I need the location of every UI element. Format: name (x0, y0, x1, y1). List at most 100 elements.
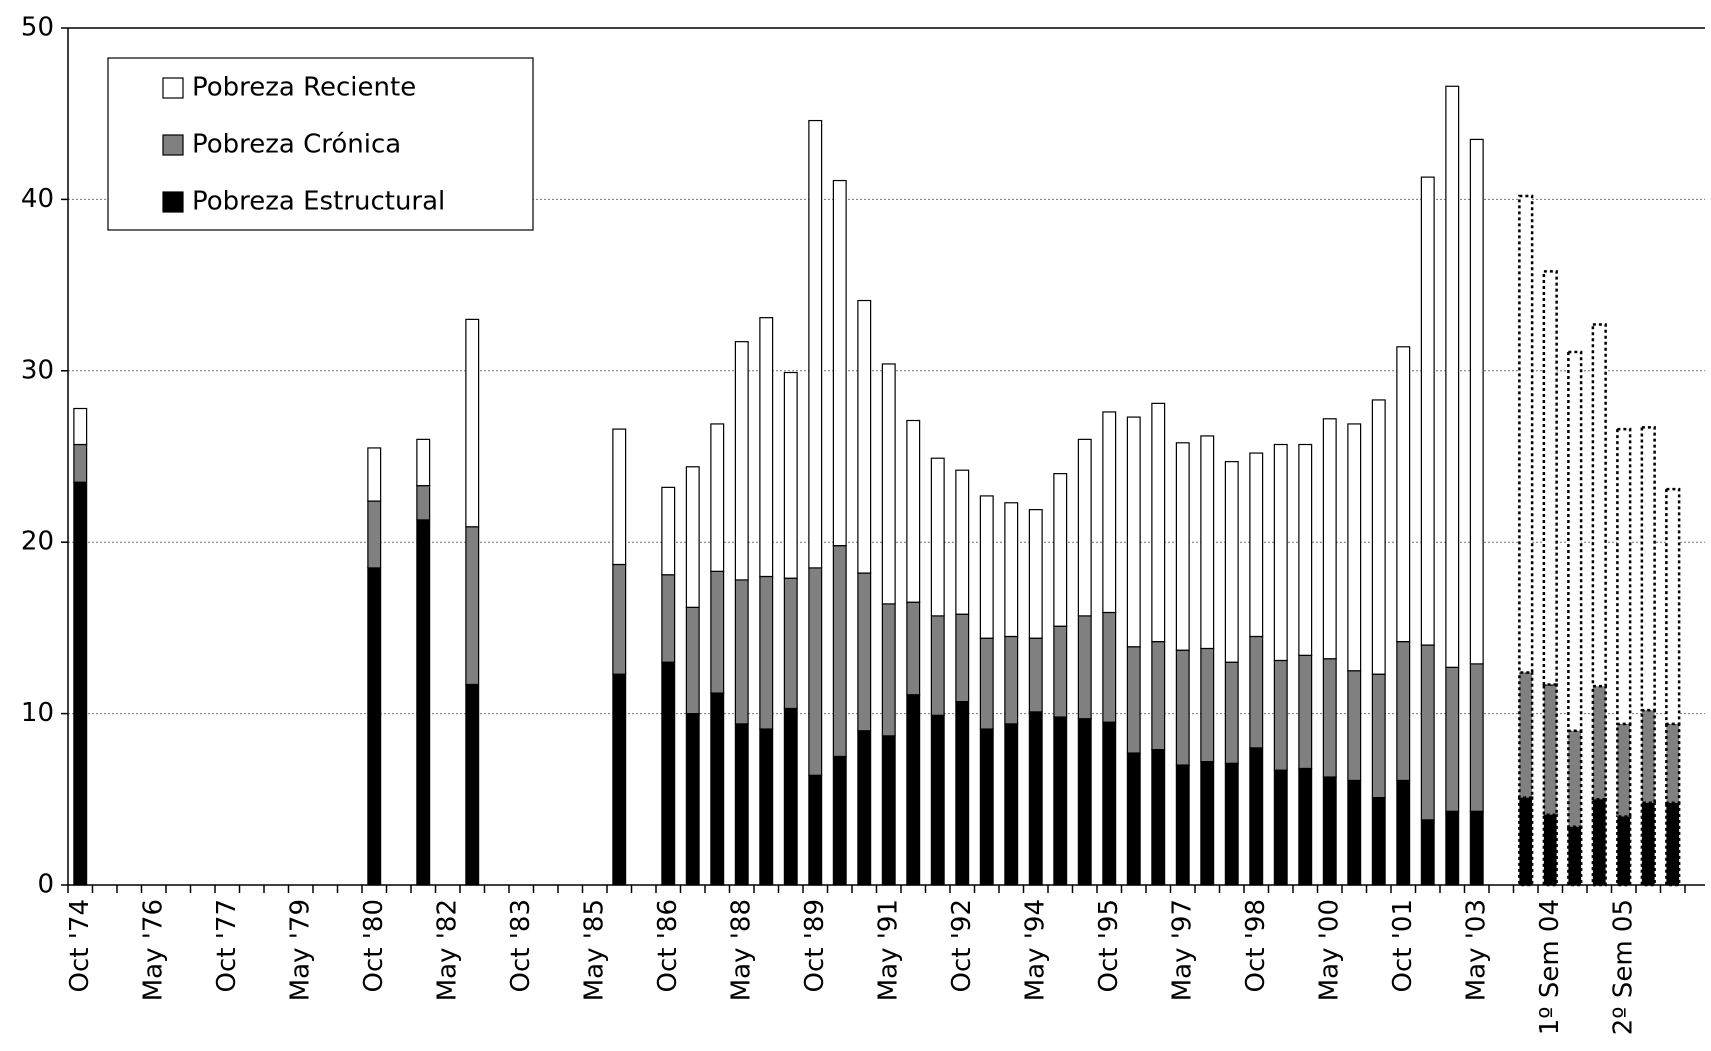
bar-segment (1053, 473, 1068, 627)
bar-segment (1126, 752, 1141, 886)
bar-segment (465, 526, 480, 686)
bar-segment (1053, 625, 1068, 718)
bar-segment (1518, 796, 1534, 887)
bar-segment (1273, 443, 1288, 662)
legend-swatch (162, 191, 184, 213)
bar-segment (1420, 819, 1435, 886)
y-tick-label: 10 (21, 698, 54, 728)
x-tick-label: May '85 (579, 899, 609, 1001)
bar-segment (832, 179, 847, 547)
bar-segment (1396, 641, 1411, 782)
bar-segment (1420, 176, 1435, 646)
x-tick-label: May '00 (1314, 899, 1344, 1001)
bar-segment (1077, 615, 1092, 720)
bar-segment (759, 575, 774, 730)
legend-label: Pobreza Estructural (192, 187, 445, 217)
bar-segment (685, 466, 700, 608)
bar-segment (1567, 350, 1583, 732)
bar-segment (783, 577, 798, 710)
bar-segment (1542, 813, 1558, 887)
legend-swatch (162, 77, 184, 99)
bar-segment (1445, 85, 1460, 668)
bar-segment (710, 692, 725, 886)
bar-segment (808, 774, 823, 886)
bar-segment (1151, 641, 1166, 751)
bar-segment (1224, 762, 1239, 886)
bar-segment (1347, 670, 1362, 782)
x-tick-label: May '94 (1020, 899, 1050, 1001)
bar-segment (1640, 708, 1656, 804)
bar-segment (1004, 502, 1019, 638)
x-tick-label: May '76 (138, 899, 168, 1001)
bar-segment (465, 318, 480, 528)
bar-segment (1567, 825, 1583, 887)
bar-segment (1322, 418, 1337, 660)
x-tick-label: May '03 (1461, 899, 1491, 1001)
bar-segment (1249, 747, 1264, 886)
bar-segment (783, 371, 798, 579)
bar-segment (955, 469, 970, 615)
bar-segment (1420, 644, 1435, 821)
bar-segment (1028, 637, 1043, 713)
bar-segment (416, 519, 431, 886)
x-tick-label: Oct '74 (65, 899, 95, 992)
bar-segment (1616, 427, 1632, 726)
bar-segment (759, 317, 774, 578)
bar-segment (1224, 661, 1239, 764)
bar-segment (1126, 416, 1141, 648)
bar-segment (612, 428, 627, 566)
bar-segment (1591, 323, 1607, 688)
bar-segment (979, 728, 994, 886)
bar-segment (1175, 649, 1190, 766)
bar-segment (906, 694, 921, 886)
bar-segment (979, 637, 994, 730)
bar-segment (930, 615, 945, 716)
legend-swatch (162, 134, 184, 156)
bar-segment (661, 486, 676, 576)
bar-segment (1102, 611, 1117, 723)
bar-segment (955, 613, 970, 703)
y-tick-label: 0 (37, 870, 54, 900)
bar-segment (857, 299, 872, 574)
bar-segment (1445, 810, 1460, 886)
bar-segment (612, 673, 627, 886)
bar-segment (661, 661, 676, 886)
x-tick-label: Oct '86 (653, 899, 683, 992)
x-tick-label: Oct '89 (800, 899, 830, 992)
bar-segment (881, 735, 896, 886)
bar-segment (1200, 647, 1215, 763)
bar-segment (1004, 635, 1019, 725)
bar-segment (1542, 270, 1558, 686)
bar-segment (73, 481, 88, 886)
bar-segment (1371, 673, 1386, 799)
bar-segment (1616, 815, 1632, 887)
bar-segment (881, 363, 896, 605)
x-tick-label: Oct '83 (506, 899, 536, 992)
x-tick-label: May '88 (726, 899, 756, 1001)
bar-segment (808, 567, 823, 776)
bar-segment (734, 723, 749, 886)
bar-segment (1371, 399, 1386, 675)
bar-segment (808, 119, 823, 569)
bar-segment (1175, 764, 1190, 886)
y-tick-label: 40 (21, 184, 54, 214)
x-tick-label: 2º Sem 05 (1608, 899, 1638, 1035)
bar-segment (416, 485, 431, 521)
bar-segment (734, 579, 749, 725)
bar-segment (1126, 646, 1141, 754)
bar-segment (1591, 684, 1607, 801)
bar-segment (1665, 722, 1681, 804)
bar-segment (1640, 801, 1656, 887)
bar-segment (783, 707, 798, 886)
bar-segment (661, 574, 676, 663)
x-tick-label: Oct '80 (359, 899, 389, 992)
x-tick-label: May '82 (432, 899, 462, 1001)
bar-segment (734, 341, 749, 581)
bar-segment (612, 563, 627, 675)
legend-label: Pobreza Reciente (192, 73, 416, 103)
bar-segment (1396, 779, 1411, 886)
x-tick-label: May '97 (1167, 899, 1197, 1001)
bar-segment (930, 714, 945, 886)
bar-segment (1249, 635, 1264, 749)
